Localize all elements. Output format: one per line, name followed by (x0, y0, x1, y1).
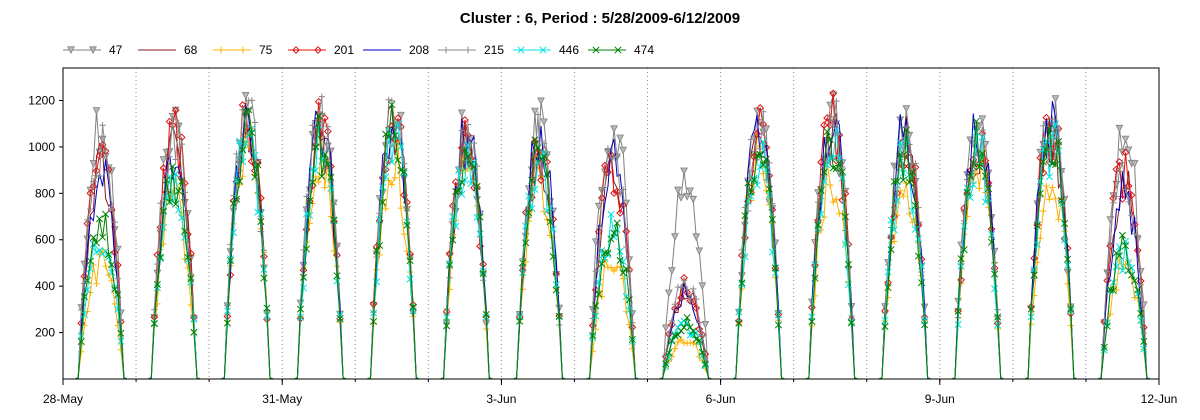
legend-label: 474 (634, 43, 654, 57)
legend-item-208: 208 (363, 43, 429, 57)
legend-label: 75 (259, 43, 273, 57)
legend-item-47: 47 (63, 43, 123, 57)
legend-item-474: 474 (588, 43, 654, 57)
grid (135, 68, 1087, 379)
axes: 200 400 600 800 1000 1200 28-May 31-May 3-Jun 6-J… (28, 93, 1177, 406)
x-tick-label: 6-Jun (706, 392, 736, 406)
series-474 (63, 101, 1156, 380)
legend-item-215: 215 (438, 43, 504, 57)
legend-item-446: 446 (513, 43, 579, 57)
legend-label: 47 (109, 43, 123, 57)
x-tick-label: 28-May (43, 392, 83, 406)
x-tick-label: 3-Jun (486, 392, 516, 406)
legend-item-201: 201 (288, 43, 354, 57)
plot-frame (62, 67, 1160, 380)
y-tick-label: 600 (35, 233, 55, 247)
legend-item-68: 68 (138, 43, 198, 57)
x-tick-label: 12-Jun (1141, 392, 1178, 406)
y-tick-label: 800 (35, 186, 55, 200)
y-tick-label: 400 (35, 279, 55, 293)
x-tick-label: 9-Jun (925, 392, 955, 406)
series-markers-474 (77, 101, 1148, 368)
series-markers-47 (77, 91, 1148, 333)
y-tick-label: 1000 (28, 140, 55, 154)
series-line-474 (63, 104, 1156, 380)
legend-label: 68 (184, 43, 198, 57)
legend-label: 208 (409, 43, 429, 57)
legend-label: 446 (559, 43, 579, 57)
x-tick-label: 31-May (262, 392, 302, 406)
legend: 47 68 75 201 208 215 446 474 (63, 43, 654, 57)
y-tick-label: 200 (35, 326, 55, 340)
legend-label: 201 (334, 43, 354, 57)
legend-item-75: 75 (213, 43, 273, 57)
y-tick-label: 1200 (28, 93, 55, 107)
series-layer (63, 89, 1156, 380)
chart-title: Cluster : 6, Period : 5/28/2009-6/12/200… (459, 10, 741, 27)
legend-label: 215 (484, 43, 504, 57)
